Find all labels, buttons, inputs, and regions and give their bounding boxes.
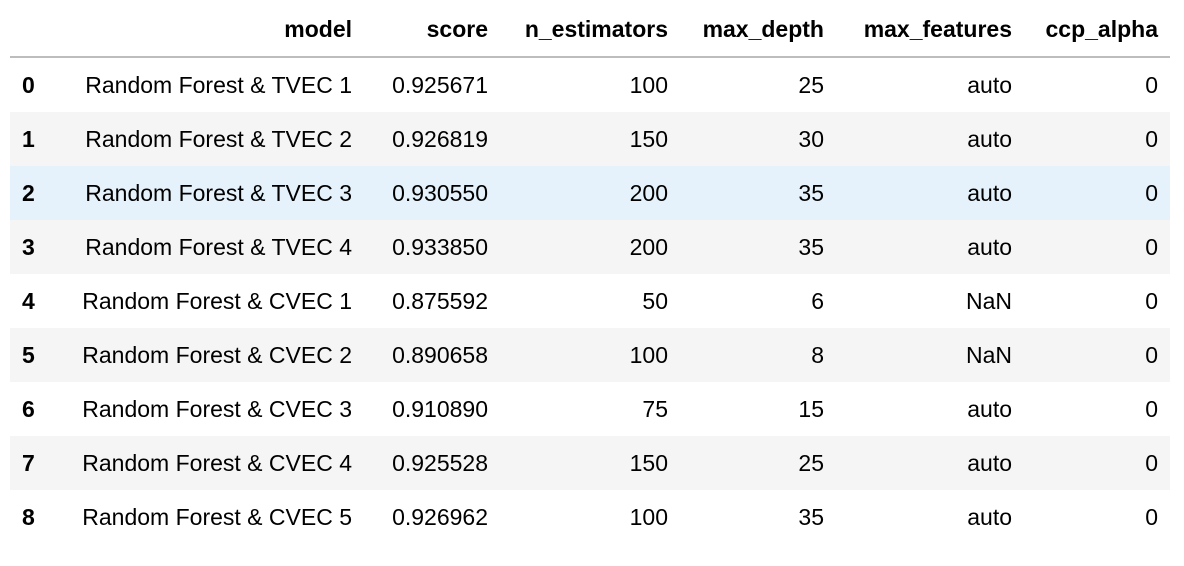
model-cell: Random Forest & CVEC 3	[82, 395, 352, 422]
table-row: 3 Random Forest & TVEC 4 0.933850 200 35 auto…	[10, 220, 1170, 274]
n-estimators-header: n_estimators	[500, 2, 680, 58]
row-index: 7	[22, 449, 35, 476]
table-row: 7 Random Forest & CVEC 4 0.925528 150 25 auto…	[10, 436, 1170, 490]
n-estimators-cell: 75	[642, 395, 668, 422]
table-header: model score n_estimators max_depth max_f…	[10, 2, 1170, 58]
max-features-cell: auto	[967, 71, 1012, 98]
max-features-cell: auto	[967, 179, 1012, 206]
row-index: 4	[22, 287, 35, 314]
model-cell: Random Forest & CVEC 1	[82, 287, 352, 314]
model-cell: Random Forest & CVEC 5	[82, 503, 352, 530]
score-cell: 0.926819	[392, 125, 488, 152]
n-estimators-cell: 100	[629, 503, 668, 530]
row-index: 6	[22, 395, 35, 422]
max-depth-cell: 30	[798, 125, 824, 152]
score-cell: 0.925671	[392, 71, 488, 98]
score-cell: 0.925528	[392, 449, 488, 476]
index-header	[10, 2, 54, 58]
header-row: model score n_estimators max_depth max_f…	[10, 2, 1170, 58]
ccp-alpha-cell: 0	[1145, 503, 1158, 530]
row-index: 0	[22, 71, 35, 98]
max-features-cell: NaN	[965, 287, 1012, 314]
max-features-cell: auto	[967, 125, 1012, 152]
max-features-cell: auto	[967, 449, 1012, 476]
n-estimators-cell: 150	[629, 449, 668, 476]
model-cell: Random Forest & TVEC 2	[85, 125, 352, 152]
row-index: 3	[22, 233, 35, 260]
table-row: 1 Random Forest & TVEC 2 0.926819 150 30 auto…	[10, 112, 1170, 166]
max-features-cell: NaN	[965, 341, 1012, 368]
table-row: 5 Random Forest & CVEC 2 0.890658 100 8 NaN 0	[10, 328, 1170, 382]
max-depth-cell: 8	[811, 341, 824, 368]
max-features-cell: auto	[967, 395, 1012, 422]
table-row: 0 Random Forest & TVEC 1 0.925671 100 25 auto…	[10, 57, 1170, 112]
ccp-alpha-cell: 0	[1145, 71, 1158, 98]
n-estimators-cell: 100	[629, 71, 668, 98]
model-cell: Random Forest & TVEC 4	[85, 233, 352, 260]
table-row: 4 Random Forest & CVEC 1 0.875592 50 6 NaN 0	[10, 274, 1170, 328]
table-body: 0 Random Forest & TVEC 1 0.925671 100 25 auto…	[10, 57, 1170, 544]
score-cell: 0.926962	[392, 503, 488, 530]
score-cell: 0.933850	[392, 233, 488, 260]
model-cell: Random Forest & CVEC 2	[82, 341, 352, 368]
row-index: 8	[22, 503, 35, 530]
dataframe-output: model score n_estimators max_depth max_f…	[10, 2, 1170, 544]
ccp-alpha-cell: 0	[1145, 287, 1158, 314]
row-index: 5	[22, 341, 35, 368]
n-estimators-cell: 200	[629, 179, 668, 206]
model-cell: Random Forest & TVEC 3	[85, 179, 352, 206]
max-depth-cell: 25	[798, 449, 824, 476]
ccp-alpha-cell: 0	[1145, 341, 1158, 368]
n-estimators-cell: 100	[629, 341, 668, 368]
model-header: model	[54, 2, 364, 58]
score-header: score	[364, 2, 500, 58]
max-features-cell: auto	[967, 503, 1012, 530]
model-cell: Random Forest & TVEC 1	[85, 71, 352, 98]
max-depth-cell: 35	[798, 179, 824, 206]
ccp-alpha-cell: 0	[1145, 449, 1158, 476]
score-cell: 0.890658	[392, 341, 488, 368]
max-depth-cell: 25	[798, 71, 824, 98]
n-estimators-cell: 150	[629, 125, 668, 152]
ccp-alpha-cell: 0	[1145, 233, 1158, 260]
row-index: 2	[22, 179, 35, 206]
n-estimators-cell: 200	[629, 233, 668, 260]
n-estimators-cell: 50	[642, 287, 668, 314]
ccp-alpha-cell: 0	[1145, 125, 1158, 152]
table-row: 6 Random Forest & CVEC 3 0.910890 75 15 auto 0	[10, 382, 1170, 436]
max-features-cell: auto	[967, 233, 1012, 260]
table-row: 8 Random Forest & CVEC 5 0.926962 100 35 auto…	[10, 490, 1170, 544]
score-cell: 0.910890	[392, 395, 488, 422]
table-row: 2 Random Forest & TVEC 3 0.930550 200 35 auto…	[10, 166, 1170, 220]
row-index: 1	[22, 125, 35, 152]
ccp-alpha-cell: 0	[1145, 179, 1158, 206]
max-depth-header: max_depth	[680, 2, 836, 58]
max-depth-cell: 15	[798, 395, 824, 422]
score-cell: 0.875592	[392, 287, 488, 314]
max-depth-cell: 35	[798, 233, 824, 260]
score-cell: 0.930550	[392, 179, 488, 206]
max-depth-cell: 6	[811, 287, 824, 314]
max-features-header: max_features	[836, 2, 1024, 58]
ccp-alpha-header: ccp_alpha	[1024, 2, 1170, 58]
dataframe-table: model score n_estimators max_depth max_f…	[10, 2, 1170, 544]
max-depth-cell: 35	[798, 503, 824, 530]
model-cell: Random Forest & CVEC 4	[82, 449, 352, 476]
ccp-alpha-cell: 0	[1145, 395, 1158, 422]
